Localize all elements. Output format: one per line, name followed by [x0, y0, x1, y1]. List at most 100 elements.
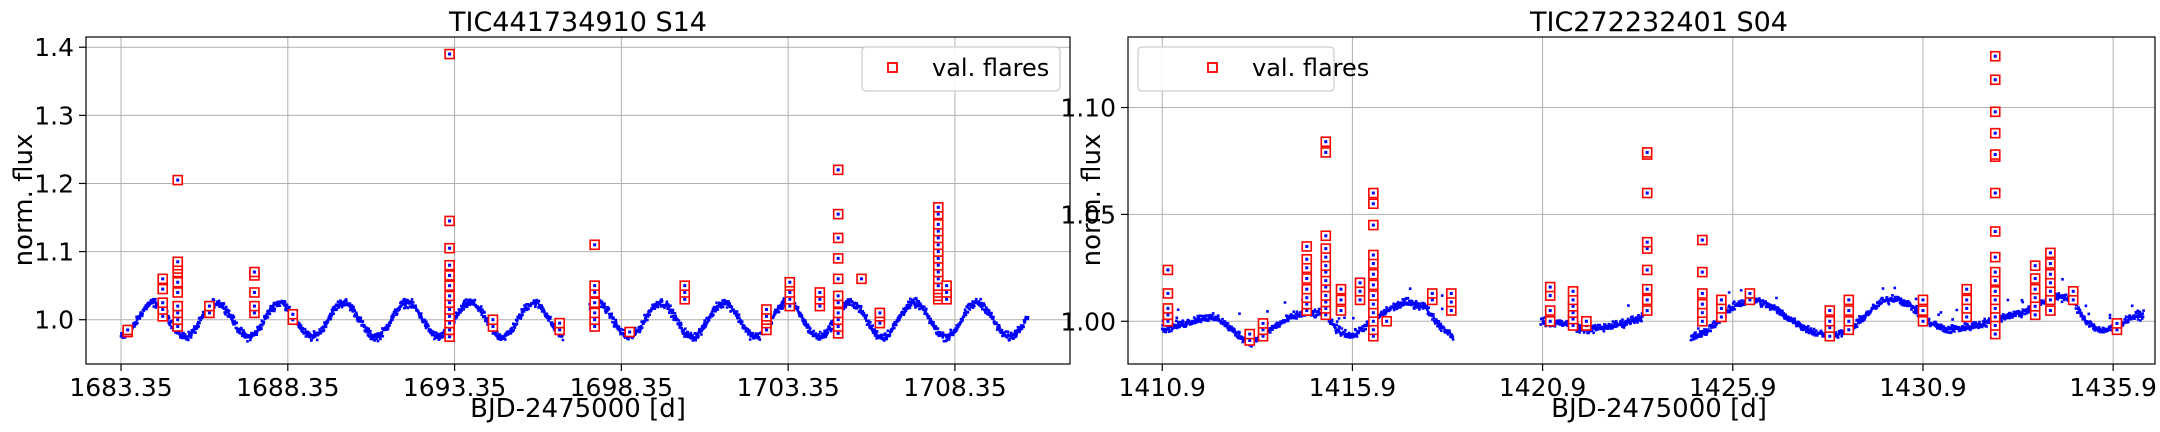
flare-point	[1993, 54, 1997, 58]
flare-point	[448, 284, 452, 288]
flare-point	[448, 219, 452, 223]
x-ticks-left: 1683.35 1688.35 1693.35 1698.35 1703.35 1708.…	[69, 364, 1007, 402]
legend-box	[1137, 46, 1335, 92]
flare-point	[1305, 296, 1309, 300]
flare-point	[593, 325, 597, 329]
plot-frame	[85, 36, 1071, 365]
flare-point	[1965, 315, 1969, 319]
flare-point	[176, 325, 180, 329]
flare-point	[936, 256, 940, 260]
flare-point	[1358, 289, 1362, 293]
flare-point	[683, 290, 687, 294]
flare-point	[2033, 287, 2037, 291]
legend: val. flares	[1137, 46, 1369, 92]
x-tick-label: 1420.9	[1499, 373, 1586, 402]
flare-point	[1847, 328, 1851, 332]
flare-point	[683, 297, 687, 301]
x-tick-label: 1703.35	[736, 373, 839, 402]
flare-point	[1921, 319, 1925, 323]
legend-box	[861, 46, 1061, 92]
y-ticks-left: 1.0 1.1 1.2 1.3 1.4	[34, 33, 86, 335]
flare-point	[1645, 150, 1649, 154]
flare-point	[2115, 328, 2119, 332]
flare-point	[176, 178, 180, 182]
flare-point	[1828, 326, 1832, 330]
flare-point	[291, 312, 295, 316]
flare-point	[1645, 298, 1649, 302]
flare-point	[788, 280, 792, 284]
flare-point	[1993, 279, 1997, 283]
flare-point	[1719, 298, 1723, 302]
flare-point	[1993, 270, 1997, 274]
flare-point	[836, 311, 840, 315]
flare-point	[936, 277, 940, 281]
flare-point	[836, 256, 840, 260]
flare-point	[207, 311, 211, 315]
flare-point	[1248, 338, 1252, 342]
flare-point	[593, 301, 597, 305]
flare-point	[161, 308, 165, 311]
flare-point	[1324, 247, 1328, 251]
flare-point	[1339, 287, 1343, 291]
flare-point	[1645, 247, 1649, 251]
flare-point	[836, 294, 840, 298]
legend-label: val. flares	[1252, 54, 1369, 82]
flare-point	[764, 314, 768, 318]
flare-point	[1371, 294, 1375, 298]
flare-point	[448, 314, 452, 318]
flare-point	[936, 229, 940, 233]
flare-point	[1324, 306, 1328, 310]
flare-point	[1571, 298, 1575, 302]
flare-point	[1248, 332, 1252, 336]
flare-point	[878, 311, 882, 315]
flare-point	[764, 308, 768, 311]
flare-point	[176, 304, 180, 308]
flare-point	[836, 236, 840, 240]
flare-point	[1645, 309, 1649, 313]
flare-point	[836, 301, 840, 305]
flare-point	[1645, 191, 1649, 195]
x-axis-label: BJD-2475000 [d]	[1551, 394, 1767, 424]
flare-point	[2048, 262, 2052, 266]
flare-point	[291, 318, 295, 322]
flare-point	[1965, 306, 1969, 310]
flare-point	[2071, 298, 2075, 302]
flare-point	[1324, 294, 1328, 298]
flare-point	[448, 301, 452, 305]
flare-point	[1166, 306, 1170, 310]
x-tick-label: 1683.35	[69, 373, 172, 402]
flare-point	[1993, 78, 1997, 82]
panel-left: TIC441734910 S14 1.0 1.1 1.2 1.3 1.4 1683.35…	[9, 7, 1071, 424]
flare-point	[1371, 311, 1375, 315]
flare-point	[818, 290, 822, 294]
flare-point	[860, 277, 864, 281]
x-tick-label: 1410.9	[1118, 373, 1205, 402]
flare-point	[2071, 289, 2075, 293]
flare-point	[2115, 321, 2119, 325]
x-tick-label: 1693.35	[403, 373, 506, 402]
flare-point	[1166, 319, 1170, 323]
flare-point	[593, 318, 597, 322]
flare-markers-left	[122, 48, 952, 343]
y-tick-label: 1.2	[34, 169, 74, 198]
flare-point	[1430, 298, 1434, 302]
flare-point	[1993, 298, 1997, 302]
flare-point	[1324, 285, 1328, 289]
flare-point	[1571, 304, 1575, 308]
flare-point	[1584, 319, 1588, 323]
flare-point	[1571, 324, 1575, 328]
flare-point	[1305, 287, 1309, 291]
flare-point	[818, 304, 822, 308]
legend-label: val. flares	[932, 54, 1049, 82]
flare-point	[1449, 291, 1453, 295]
flare-point	[1719, 306, 1723, 310]
flare-point	[818, 297, 822, 301]
flare-point	[2048, 289, 2052, 293]
flare-point	[1700, 270, 1704, 274]
flare-point	[936, 263, 940, 267]
flare-point	[252, 290, 256, 294]
flare-point	[1719, 315, 1723, 319]
flare-point	[1305, 266, 1309, 270]
flare-point	[1645, 240, 1649, 244]
flare-point	[836, 331, 840, 335]
